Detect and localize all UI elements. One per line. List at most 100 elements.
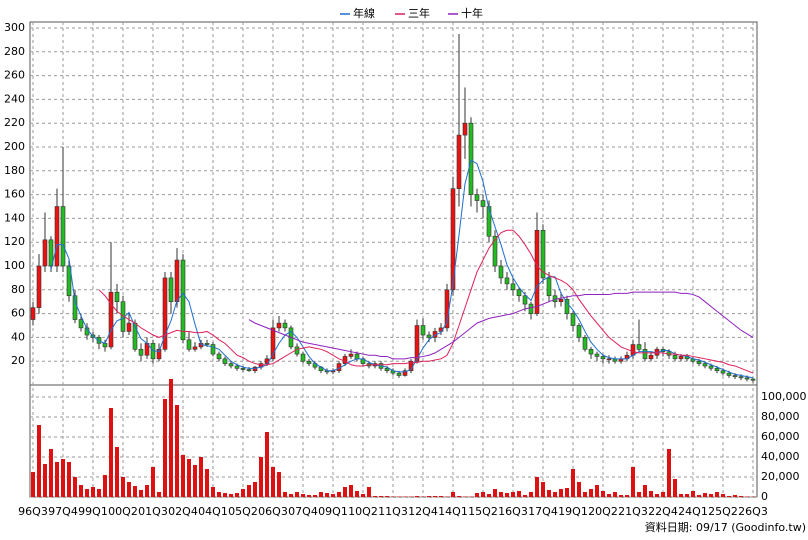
candle-body bbox=[594, 353, 600, 357]
x-tick-label: 99Q1 bbox=[78, 505, 108, 518]
volume-bar bbox=[103, 475, 107, 497]
x-tick-label: 19Q1 bbox=[558, 505, 588, 518]
candle-body bbox=[246, 369, 252, 372]
candle-body bbox=[282, 322, 288, 329]
volume-bar bbox=[637, 492, 641, 497]
volume-bar bbox=[379, 496, 383, 497]
y-tick-label: 260 bbox=[4, 69, 25, 82]
candle-body bbox=[414, 325, 420, 362]
x-tick-label: 04Q1 bbox=[198, 505, 228, 518]
volume-bar bbox=[67, 462, 71, 497]
volume-bar bbox=[289, 494, 293, 497]
candle-body bbox=[174, 259, 180, 302]
candle-body bbox=[138, 348, 144, 356]
candle-body bbox=[48, 239, 54, 267]
candle-body bbox=[504, 277, 510, 285]
candle-body bbox=[426, 334, 432, 338]
candle-body bbox=[588, 348, 594, 355]
candle-body bbox=[36, 265, 42, 308]
volume-bar bbox=[157, 492, 161, 497]
candle-body bbox=[564, 299, 570, 314]
y-tick-label: 80 bbox=[11, 283, 25, 296]
volume-bar bbox=[241, 489, 245, 497]
legend-label: 十年 bbox=[461, 6, 483, 20]
volume-bar bbox=[415, 496, 419, 497]
footer: 資料日期: 09/17 (Goodinfo.tw) bbox=[645, 520, 806, 534]
y2-tick-label: 100,000 bbox=[761, 390, 807, 403]
candle-body bbox=[456, 134, 462, 189]
candle-body bbox=[642, 348, 648, 360]
volume-bar bbox=[553, 492, 557, 497]
candle-body bbox=[468, 122, 474, 195]
candle-body bbox=[126, 322, 132, 332]
x-tick-label: 11Q3 bbox=[378, 505, 408, 518]
candle-body bbox=[702, 363, 708, 367]
volume-bar bbox=[391, 496, 395, 497]
volume-bar bbox=[679, 494, 683, 497]
candle-body bbox=[108, 291, 114, 348]
candle-body bbox=[486, 206, 492, 237]
volume-bar bbox=[145, 485, 149, 497]
y-tick-label: 160 bbox=[4, 188, 25, 201]
candle-body bbox=[606, 358, 612, 361]
candle-body bbox=[450, 188, 456, 291]
volume-bar bbox=[259, 457, 263, 497]
candle-body bbox=[192, 346, 198, 350]
candle-body bbox=[420, 325, 426, 336]
candle-body bbox=[546, 277, 552, 297]
y2-tick-label: 80,000 bbox=[761, 410, 800, 423]
candle-body bbox=[348, 353, 354, 357]
volume-bar bbox=[451, 492, 455, 497]
volume-bar bbox=[37, 425, 41, 497]
volume-bar bbox=[223, 493, 227, 497]
x-tick-label: 17Q4 bbox=[528, 505, 558, 518]
volume-bar bbox=[715, 492, 719, 497]
candle-body bbox=[114, 291, 120, 302]
volume-bar bbox=[133, 486, 137, 497]
volume-bar bbox=[481, 492, 485, 497]
volume-bar bbox=[577, 482, 581, 497]
volume-bar bbox=[139, 490, 143, 497]
volume-bar bbox=[463, 496, 467, 497]
volume-bar bbox=[49, 449, 53, 497]
volume-bar bbox=[565, 488, 569, 497]
y-tick-label: 200 bbox=[4, 140, 25, 153]
volume-bar bbox=[649, 491, 653, 497]
candle-body bbox=[582, 337, 588, 350]
x-tick-label: 10Q2 bbox=[348, 505, 378, 518]
candle-body bbox=[498, 265, 504, 279]
candle-body bbox=[270, 327, 276, 360]
volume-bar bbox=[733, 495, 737, 497]
volume-bar bbox=[583, 492, 587, 497]
volume-bar bbox=[181, 455, 185, 497]
candle-body bbox=[600, 356, 606, 360]
candle-body bbox=[750, 378, 756, 381]
volume-bar bbox=[319, 492, 323, 497]
volume-bar bbox=[187, 459, 191, 497]
volume-bar bbox=[283, 492, 287, 497]
volume-bar bbox=[397, 496, 401, 497]
volume-bar bbox=[469, 496, 473, 497]
volume-bar bbox=[589, 489, 593, 497]
candle-body bbox=[60, 206, 66, 267]
y-tick-label: 240 bbox=[4, 92, 25, 105]
x-tick-label: 26Q3 bbox=[738, 505, 768, 518]
candle-body bbox=[240, 368, 246, 370]
volume-bar bbox=[217, 492, 221, 497]
volume-bar bbox=[703, 493, 707, 497]
x-tick-label: 14Q1 bbox=[438, 505, 468, 518]
volume-bar bbox=[151, 467, 155, 497]
volume-bar bbox=[475, 493, 479, 497]
y-tick-label: 120 bbox=[4, 235, 25, 248]
candle-body bbox=[630, 344, 636, 356]
volume-bar bbox=[655, 494, 659, 497]
x-tick-label: 12Q4 bbox=[408, 505, 438, 518]
candle-body bbox=[252, 366, 258, 372]
candle-body bbox=[300, 353, 306, 362]
volume-bar bbox=[403, 496, 407, 497]
candle-body bbox=[78, 319, 84, 329]
y-tick-label: 100 bbox=[4, 259, 25, 272]
volume-bar bbox=[445, 496, 449, 497]
volume-bar bbox=[235, 493, 239, 497]
